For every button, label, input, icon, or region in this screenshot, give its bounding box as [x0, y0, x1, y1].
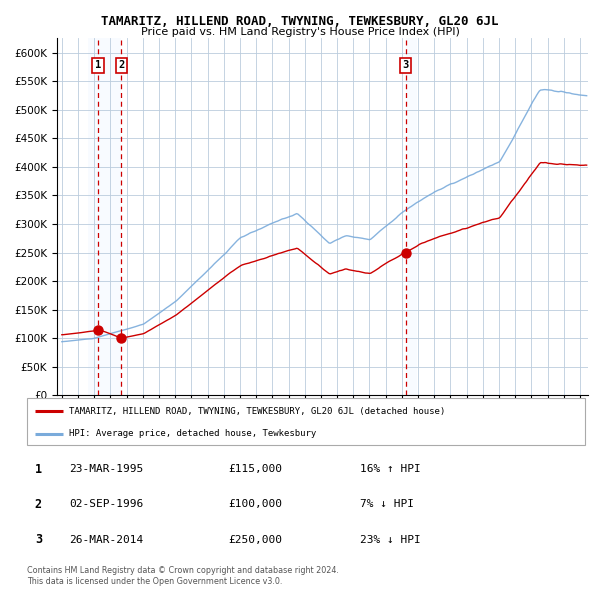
Text: £115,000: £115,000 [228, 464, 282, 474]
Text: TAMARITZ, HILLEND ROAD, TWYNING, TEWKESBURY, GL20 6JL: TAMARITZ, HILLEND ROAD, TWYNING, TEWKESB… [101, 15, 499, 28]
Text: 3: 3 [35, 533, 42, 546]
Text: This data is licensed under the Open Government Licence v3.0.: This data is licensed under the Open Gov… [27, 577, 283, 586]
Text: £250,000: £250,000 [228, 535, 282, 545]
Text: 2: 2 [118, 60, 124, 70]
Text: 3: 3 [403, 60, 409, 70]
Text: TAMARITZ, HILLEND ROAD, TWYNING, TEWKESBURY, GL20 6JL (detached house): TAMARITZ, HILLEND ROAD, TWYNING, TEWKESB… [69, 407, 445, 416]
Text: 1: 1 [35, 463, 42, 476]
Text: Contains HM Land Registry data © Crown copyright and database right 2024.: Contains HM Land Registry data © Crown c… [27, 566, 339, 575]
Text: £100,000: £100,000 [228, 500, 282, 509]
FancyBboxPatch shape [27, 398, 585, 445]
Text: 26-MAR-2014: 26-MAR-2014 [69, 535, 143, 545]
Text: 1: 1 [95, 60, 101, 70]
Text: 7% ↓ HPI: 7% ↓ HPI [360, 500, 414, 509]
Text: 2: 2 [35, 498, 42, 511]
Text: Price paid vs. HM Land Registry's House Price Index (HPI): Price paid vs. HM Land Registry's House … [140, 27, 460, 37]
Bar [88, 38, 121, 395]
Text: 23-MAR-1995: 23-MAR-1995 [69, 464, 143, 474]
Text: HPI: Average price, detached house, Tewkesbury: HPI: Average price, detached house, Tewk… [69, 429, 316, 438]
Text: 23% ↓ HPI: 23% ↓ HPI [360, 535, 421, 545]
Bar [406, 38, 417, 395]
Text: 02-SEP-1996: 02-SEP-1996 [69, 500, 143, 509]
Text: 16% ↑ HPI: 16% ↑ HPI [360, 464, 421, 474]
